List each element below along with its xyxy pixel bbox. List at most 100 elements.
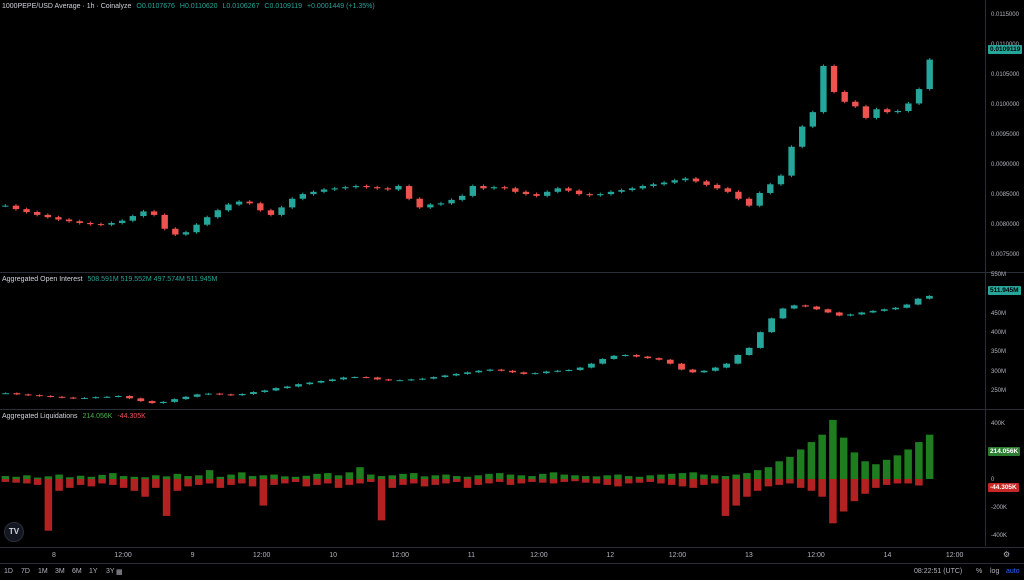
settings-icon[interactable]: ⚙: [1003, 550, 1011, 559]
liq-long-bar: [442, 474, 450, 479]
liq-long-bar: [270, 474, 278, 479]
liq-short-bar: [152, 479, 160, 488]
liq-long-bar: [324, 473, 332, 479]
liq-long-bar: [162, 476, 171, 479]
liq-short-bar: [98, 479, 106, 484]
symbol-title: 1000PEPE/USD Average · 1h · Coinalyze: [2, 3, 132, 10]
timeframe-1m[interactable]: 1M: [38, 568, 48, 575]
liq-short-bar: [259, 479, 268, 506]
oi-candle: [599, 358, 607, 364]
price-pane[interactable]: 1000PEPE/USD Average · 1h · Coinalyze O0…: [0, 0, 1024, 272]
price-candle: [884, 109, 891, 113]
liq-long-bar: [55, 474, 63, 479]
price-candle: [182, 232, 190, 235]
time-label: 12:00: [391, 552, 410, 559]
oi-candle: [497, 369, 505, 371]
percent-toggle[interactable]: %: [976, 568, 983, 575]
oi-candle: [813, 306, 821, 310]
pane-divider[interactable]: [0, 409, 1024, 410]
liq-short-bar: [485, 479, 493, 484]
liquidations-pane[interactable]: Aggregated Liquidations 214.056K -44.305…: [0, 410, 1024, 546]
calendar-icon[interactable]: ▦: [116, 569, 123, 576]
liq-long-bar: [753, 470, 762, 479]
timeframe-3y[interactable]: 3Y: [106, 568, 115, 575]
oi-candle: [700, 370, 708, 373]
price-candle: [405, 186, 413, 199]
price-candle: [501, 187, 508, 189]
oi-candle: [193, 394, 201, 397]
liq-long-bar: [463, 476, 472, 479]
liquidations-chart[interactable]: [0, 410, 985, 546]
price-candle: [926, 59, 933, 90]
liq-long-bar: [786, 456, 794, 479]
price-candle: [257, 203, 264, 211]
price-candle: [2, 205, 9, 207]
price-candle: [214, 210, 221, 218]
price-candle: [384, 188, 391, 190]
oi-candle: [633, 355, 640, 357]
timeframe-1y[interactable]: 1Y: [89, 568, 98, 575]
liq-short-bar: [495, 479, 504, 482]
price-candle: [533, 194, 540, 196]
timeframe-6m[interactable]: 6M: [72, 568, 82, 575]
liq-short-bar: [55, 479, 63, 491]
liq-tick-label: 400K: [991, 421, 1006, 427]
liq-long-bar: [678, 473, 687, 479]
liq-long-bar: [76, 475, 85, 479]
liq-long-bar: [839, 437, 848, 479]
oi-candle: [711, 367, 719, 371]
liq-short-bar: [173, 479, 182, 491]
price-scale[interactable]: [985, 0, 1024, 546]
price-tick-label: 0.0115000: [991, 12, 1019, 18]
auto-toggle[interactable]: auto: [1006, 568, 1020, 575]
timeframe-3m[interactable]: 3M: [55, 568, 65, 575]
time-axis[interactable]: 8 12:00 9 12:00 10 12:00 11 12:00 12 12:00 13 12:00…: [0, 547, 1024, 564]
liq-short-bar: [474, 479, 483, 485]
liq-short-bar: [66, 479, 74, 488]
pane-divider[interactable]: [0, 272, 1024, 273]
liq-short-bar: [764, 479, 773, 487]
liq-tick-label: -400K: [991, 533, 1008, 539]
liq-short-bar: [700, 479, 708, 485]
liq-long-bar: [23, 475, 31, 479]
time-label: 9: [190, 552, 195, 559]
oi-candle: [328, 379, 336, 381]
oi-candle: [768, 318, 776, 333]
oi-candle: [723, 363, 730, 368]
tradingview-logo[interactable]: TV: [4, 522, 24, 542]
liq-short-bar: [452, 479, 461, 482]
liq-long-bar: [603, 475, 611, 479]
price-candle: [544, 191, 551, 196]
price-candle: [607, 191, 615, 195]
price-candle: [586, 194, 593, 196]
price-candles-chart[interactable]: [0, 0, 985, 272]
utc-clock[interactable]: 08:22:51 (UTC): [914, 568, 963, 575]
open-interest-pane[interactable]: Aggregated Open Interest 508.591M 519.55…: [0, 273, 1024, 409]
price-candle: [97, 224, 105, 226]
time-label: 8: [52, 552, 56, 559]
price-candle: [873, 109, 880, 118]
price-candle: [278, 207, 285, 215]
price-candle: [703, 181, 710, 185]
price-candle: [852, 101, 859, 107]
liq-short-bar: [291, 479, 300, 482]
price-candle: [490, 187, 498, 189]
liq-long-bar: [700, 474, 708, 479]
liq-long-bar: [571, 475, 579, 479]
price-legend: 1000PEPE/USD Average · 1h · Coinalyze O0…: [2, 3, 378, 10]
oi-candle: [464, 372, 471, 374]
timeframe-7d[interactable]: 7D: [21, 568, 30, 575]
liq-short-bar: [775, 479, 783, 485]
oi-candle: [407, 379, 415, 381]
timeframe-1d[interactable]: 1D: [4, 568, 13, 575]
liq-short-bar: [87, 479, 96, 487]
oi-candle: [340, 377, 347, 380]
open-interest-chart[interactable]: [0, 273, 985, 409]
liq-short-bar: [635, 479, 644, 483]
liq-long-bar: [205, 470, 214, 479]
log-toggle[interactable]: log: [990, 568, 1000, 575]
price-candle: [459, 195, 466, 200]
price-candle: [597, 194, 604, 196]
oi-candle: [441, 375, 449, 378]
liq-long-bar: [452, 476, 461, 479]
